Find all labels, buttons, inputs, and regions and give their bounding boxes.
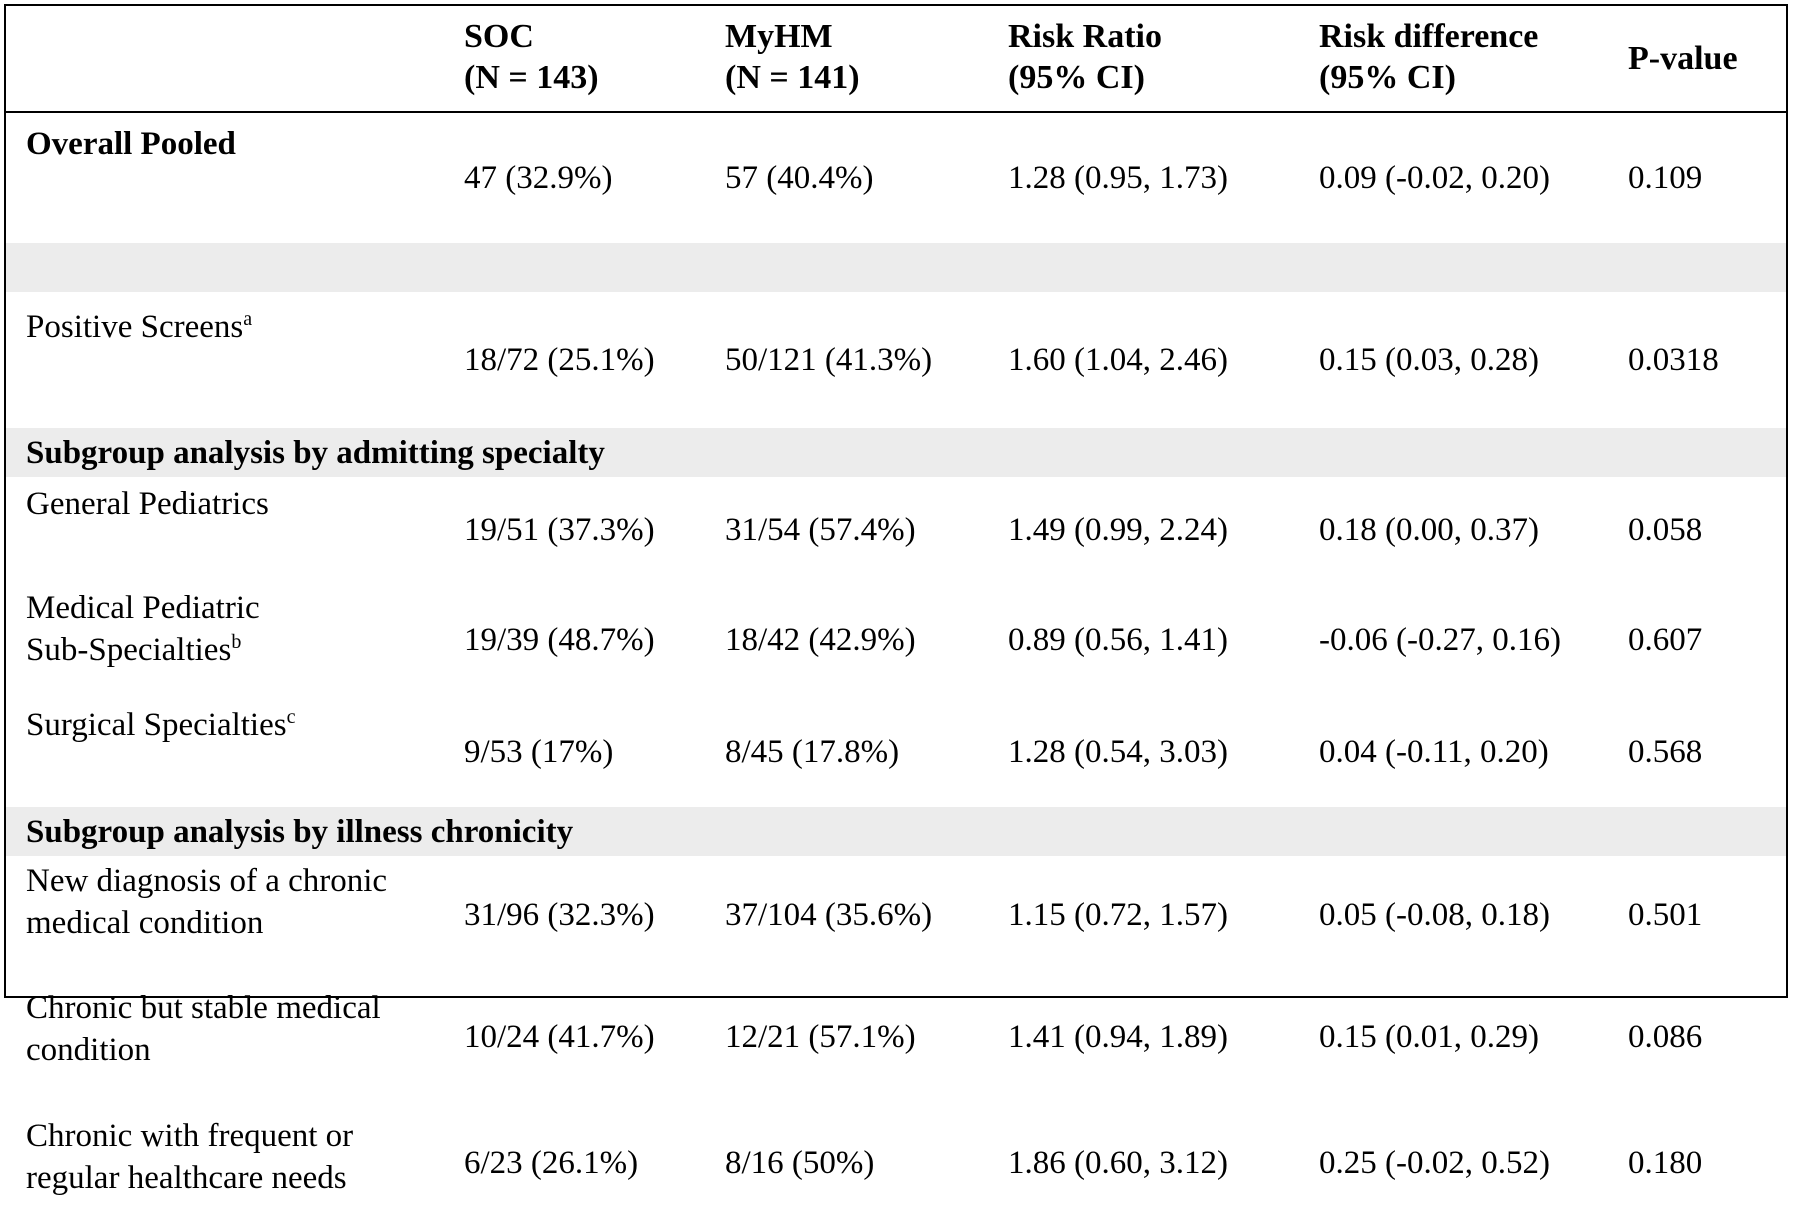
header-myhm: MyHM (N = 141) xyxy=(705,6,988,113)
cell-risk-difference: 0.25 (-0.02, 0.52) xyxy=(1319,1145,1550,1181)
header-empty xyxy=(6,6,444,113)
row-label-text: Positive Screens xyxy=(26,309,244,345)
cell-risk-ratio: 1.86 (0.60, 3.12) xyxy=(1008,1145,1228,1181)
header-risk-ratio-title: Risk Ratio xyxy=(1008,18,1162,55)
cell-myhm: 31/54 (57.4%) xyxy=(725,512,916,548)
cell-soc: 6/23 (26.1%) xyxy=(464,1145,639,1181)
cell-soc: 19/39 (48.7%) xyxy=(464,621,655,658)
row-label-line-2: Sub-Specialtiesb xyxy=(26,629,444,671)
results-table: SOC (N = 143) MyHM (N = 141) Risk Ratio … xyxy=(6,6,1786,1225)
cell-risk-difference: 0.04 (-0.11, 0.20) xyxy=(1319,733,1549,770)
cell-risk-difference: 0.15 (0.03, 0.28) xyxy=(1319,342,1539,378)
header-soc-n: (N = 143) xyxy=(464,59,599,96)
row-label: Positive Screensa xyxy=(6,292,444,428)
cell-risk-ratio: 1.41 (0.94, 1.89) xyxy=(1008,1019,1228,1055)
cell-risk-ratio: 1.60 (1.04, 2.46) xyxy=(1008,342,1228,378)
cell-risk-difference: -0.06 (-0.27, 0.16) xyxy=(1319,621,1561,658)
cell-p-value: 0.0318 xyxy=(1628,342,1719,378)
cell-myhm: 37/104 (35.6%) xyxy=(725,896,933,933)
cell-myhm: 8/45 (17.8%) xyxy=(725,733,900,770)
header-myhm-title: MyHM xyxy=(725,18,833,55)
cell-risk-difference: 0.09 (-0.02, 0.20) xyxy=(1319,160,1550,196)
section-title: Subgroup analysis by illness chronicity xyxy=(6,807,1786,856)
cell-risk-ratio: 1.28 (0.54, 3.03) xyxy=(1008,733,1228,770)
header-soc-title: SOC xyxy=(464,18,534,55)
blank-cell xyxy=(6,243,1786,292)
cell-myhm: 8/16 (50%) xyxy=(725,1145,875,1181)
cell-p-value: 0.109 xyxy=(1628,160,1703,196)
cell-soc: 18/72 (25.1%) xyxy=(464,342,655,378)
cell-p-value: 0.568 xyxy=(1628,733,1703,770)
footnote-marker: a xyxy=(243,308,253,330)
table-header: SOC (N = 143) MyHM (N = 141) Risk Ratio … xyxy=(6,6,1786,113)
cell-myhm: 18/42 (42.9%) xyxy=(725,621,916,658)
cell-soc: 9/53 (17%) xyxy=(464,733,614,770)
cell-p-value: 0.501 xyxy=(1628,896,1703,933)
cell-risk-ratio: 1.28 (0.95, 1.73) xyxy=(1008,160,1228,196)
footnote-marker: c xyxy=(286,706,296,728)
table-body: Overall Pooled 47 (32.9%) 57 (40.4%) 1.2… xyxy=(6,112,1786,1225)
row-label-text: Sub-Specialties xyxy=(26,632,232,668)
row-surgical-specialties: Surgical Specialtiesc 9/53 (17%) 8/45 (1… xyxy=(6,696,1786,807)
cell-myhm: 50/121 (41.3%) xyxy=(725,342,933,378)
row-label-line-2: medical condition xyxy=(26,905,264,941)
section-header-specialty: Subgroup analysis by admitting specialty xyxy=(6,428,1786,477)
row-label: Surgical Specialtiesc xyxy=(6,696,444,807)
row-label-line: Medical Pediatric xyxy=(26,590,260,626)
row-blank-separator xyxy=(6,243,1786,292)
footnote-marker: b xyxy=(231,631,242,653)
cell-p-value: 0.086 xyxy=(1628,1019,1703,1055)
row-medical-subspecialties: Medical Pediatric Sub-Specialtiesb 19/39 … xyxy=(6,583,1786,696)
cell-soc: 47 (32.9%) xyxy=(464,160,613,196)
results-table-frame: SOC (N = 143) MyHM (N = 141) Risk Ratio … xyxy=(4,4,1788,1196)
row-positive-screens: Positive Screensa 18/72 (25.1%) 50/121 (… xyxy=(6,292,1786,428)
row-overall-pooled: Overall Pooled 47 (32.9%) 57 (40.4%) 1.2… xyxy=(6,112,1786,243)
row-label-line: New diagnosis of a chronic xyxy=(26,863,388,899)
section-title: Subgroup analysis by admitting specialty xyxy=(6,428,1786,477)
row-chronic-stable: Chronic but stable medical condition 10/2… xyxy=(6,973,1786,1101)
cell-p-value: 0.058 xyxy=(1628,512,1703,548)
header-risk-difference-ci: (95% CI) xyxy=(1319,59,1456,96)
row-label: General Pediatrics xyxy=(6,477,444,583)
cell-risk-difference: 0.15 (0.01, 0.29) xyxy=(1319,1019,1539,1055)
row-label: Chronic but stable medical condition xyxy=(6,973,444,1101)
cell-myhm: 57 (40.4%) xyxy=(725,160,874,196)
cell-soc: 19/51 (37.3%) xyxy=(464,512,655,548)
row-label: Chronic with frequent or regular healthca… xyxy=(6,1101,444,1225)
row-label-line: General Pediatrics xyxy=(26,486,269,522)
header-soc: SOC (N = 143) xyxy=(444,6,705,113)
cell-myhm: 12/21 (57.1%) xyxy=(725,1019,916,1055)
row-label: Medical Pediatric Sub-Specialtiesb xyxy=(6,583,444,696)
cell-risk-ratio: 0.89 (0.56, 1.41) xyxy=(1008,621,1228,658)
cell-risk-difference: 0.05 (-0.08, 0.18) xyxy=(1319,896,1550,933)
cell-soc: 10/24 (41.7%) xyxy=(464,1019,655,1055)
row-label-line-2: condition xyxy=(26,1032,151,1068)
header-row: SOC (N = 143) MyHM (N = 141) Risk Ratio … xyxy=(6,6,1786,113)
cell-risk-difference: 0.18 (0.00, 0.37) xyxy=(1319,512,1539,548)
header-risk-ratio-ci: (95% CI) xyxy=(1008,59,1145,96)
row-label-text: Surgical Specialties xyxy=(26,707,287,743)
row-label-line: Chronic with frequent or xyxy=(26,1118,354,1154)
header-p-value: P-value xyxy=(1608,6,1786,113)
cell-p-value: 0.607 xyxy=(1628,621,1703,658)
row-label: New diagnosis of a chronic medical condit… xyxy=(6,856,444,973)
row-label-line-2: regular healthcare needs xyxy=(26,1160,347,1196)
header-myhm-n: (N = 141) xyxy=(725,59,860,96)
row-general-pediatrics: General Pediatrics 19/51 (37.3%) 31/54 (… xyxy=(6,477,1786,583)
header-risk-difference-title: Risk difference xyxy=(1319,18,1539,55)
row-label-line: Chronic but stable medical xyxy=(26,990,381,1026)
header-risk-difference: Risk difference (95% CI) xyxy=(1299,6,1608,113)
row-label: Overall Pooled xyxy=(26,126,236,162)
row-chronic-frequent-needs: Chronic with frequent or regular healthca… xyxy=(6,1101,1786,1225)
section-header-chronicity: Subgroup analysis by illness chronicity xyxy=(6,807,1786,856)
cell-risk-ratio: 1.49 (0.99, 2.24) xyxy=(1008,512,1228,548)
cell-p-value: 0.180 xyxy=(1628,1145,1703,1181)
row-new-diagnosis: New diagnosis of a chronic medical condit… xyxy=(6,856,1786,973)
header-risk-ratio: Risk Ratio (95% CI) xyxy=(988,6,1299,113)
cell-soc: 31/96 (32.3%) xyxy=(464,896,655,933)
cell-risk-ratio: 1.15 (0.72, 1.57) xyxy=(1008,896,1228,933)
